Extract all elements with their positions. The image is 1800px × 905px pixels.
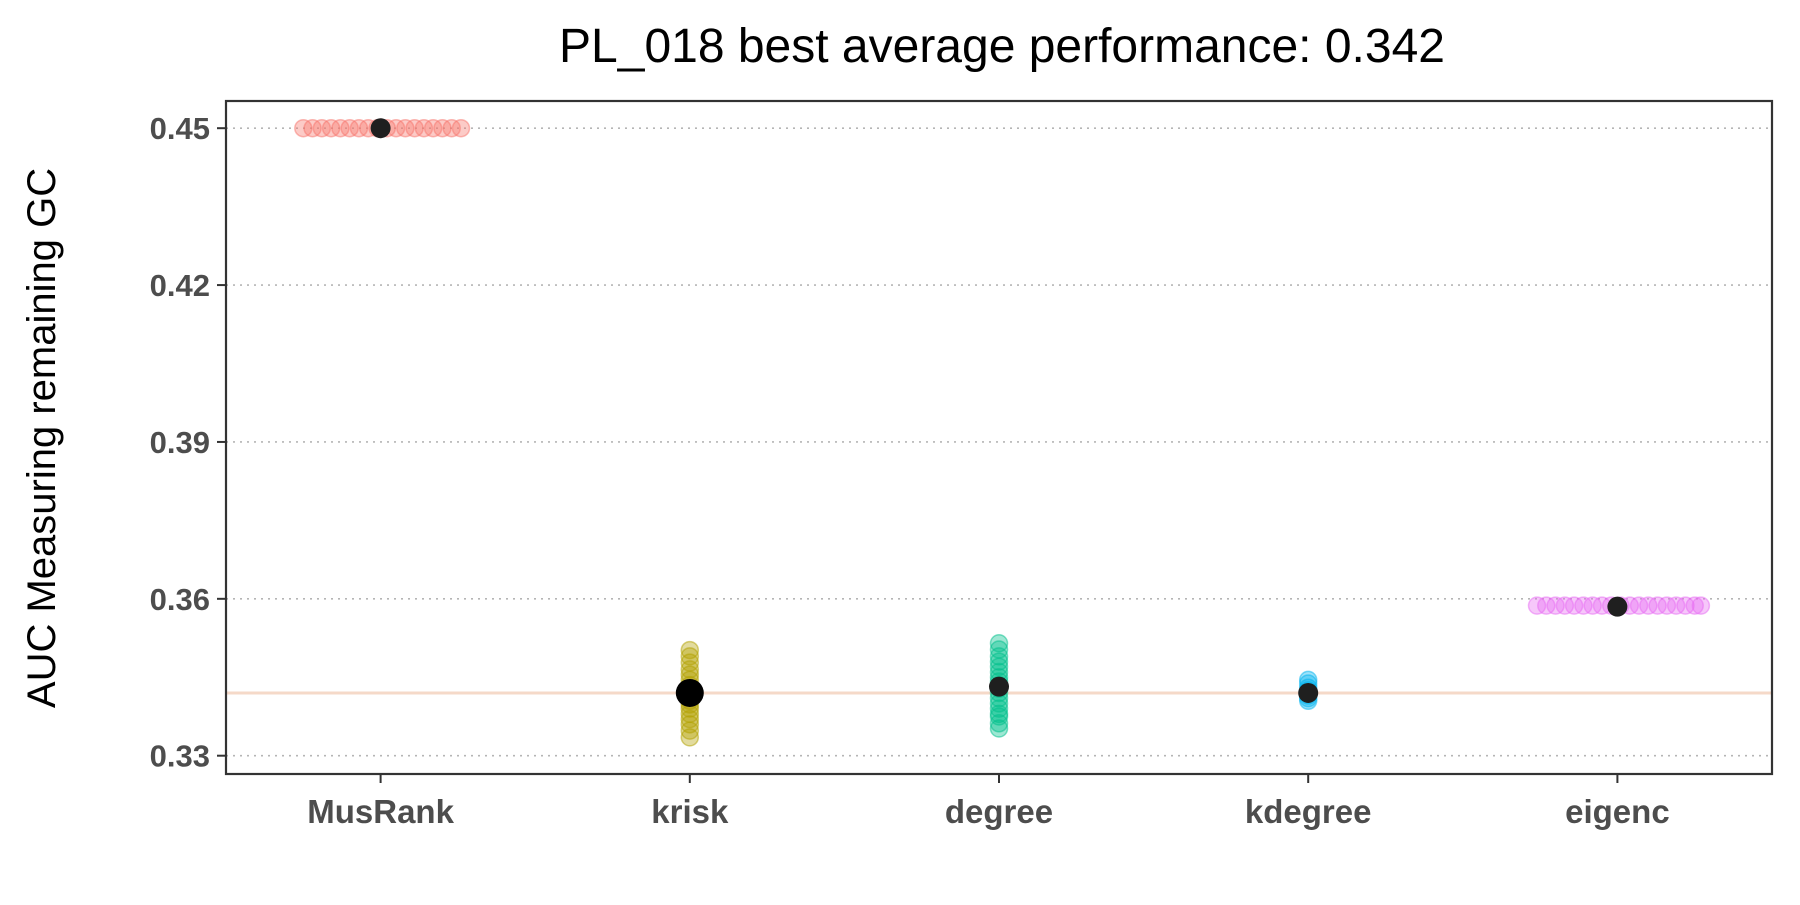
data-point — [989, 714, 1009, 733]
data-point — [1583, 596, 1602, 615]
data-point — [396, 118, 415, 138]
data-point — [680, 728, 700, 747]
data-point — [1648, 596, 1667, 615]
mean-point — [675, 678, 704, 707]
gridlines — [226, 127, 1772, 757]
data-point — [1685, 596, 1704, 615]
data-point — [433, 118, 452, 138]
data-point — [423, 118, 443, 138]
data-point — [1546, 596, 1565, 615]
data-point — [1555, 596, 1575, 615]
y-tick-label: 0.39 — [150, 425, 210, 460]
x-tick-label: MusRank — [307, 793, 454, 830]
data-point — [1657, 596, 1677, 615]
mean-point — [370, 118, 391, 139]
data-point — [349, 118, 369, 138]
data-points — [294, 118, 1711, 747]
data-point — [1676, 596, 1695, 615]
data-point — [1537, 596, 1556, 615]
y-tick-label: 0.45 — [150, 111, 210, 146]
data-point — [340, 118, 359, 138]
data-point — [680, 721, 700, 740]
data-point — [989, 652, 1009, 671]
data-point — [1629, 596, 1649, 615]
data-point — [1574, 596, 1593, 615]
data-point — [680, 640, 700, 660]
data-point — [331, 118, 350, 138]
mean-point — [1607, 596, 1628, 617]
data-point — [680, 660, 700, 679]
data-point — [294, 118, 313, 138]
y-tick-label: 0.42 — [150, 268, 210, 303]
axes: 0.33 0.36 0.39 0.42 0.45 MusRank krisk degree kd… — [150, 111, 1670, 830]
data-point — [1639, 596, 1658, 615]
data-point — [451, 118, 471, 138]
data-point — [989, 647, 1009, 666]
data-point — [1527, 596, 1547, 615]
x-tick-label: krisk — [651, 793, 729, 830]
x-tick-label: eigenc — [1565, 793, 1670, 830]
data-point — [303, 118, 322, 138]
data-point — [1666, 596, 1686, 615]
y-axis-label: AUC Measuring remaining GC — [20, 168, 64, 708]
data-point — [1564, 596, 1584, 615]
data-point — [321, 118, 341, 138]
y-tick-label: 0.36 — [150, 582, 210, 617]
y-tick-label: 0.33 — [150, 739, 210, 774]
data-point — [680, 647, 700, 666]
data-point — [442, 118, 461, 138]
data-point — [414, 118, 434, 138]
x-tick-label: kdegree — [1245, 793, 1372, 830]
mean-point — [989, 676, 1009, 697]
data-point — [680, 715, 700, 734]
chart-title: PL_018 best average performance: 0.342 — [559, 20, 1445, 73]
mean-point — [1298, 682, 1319, 703]
data-point — [989, 719, 1009, 738]
data-point — [1691, 596, 1711, 615]
data-point — [989, 657, 1009, 677]
x-tick-label: degree — [945, 793, 1053, 830]
mean-markers — [370, 118, 1628, 707]
data-point — [312, 118, 332, 138]
data-point — [405, 118, 424, 138]
data-point — [989, 634, 1009, 653]
